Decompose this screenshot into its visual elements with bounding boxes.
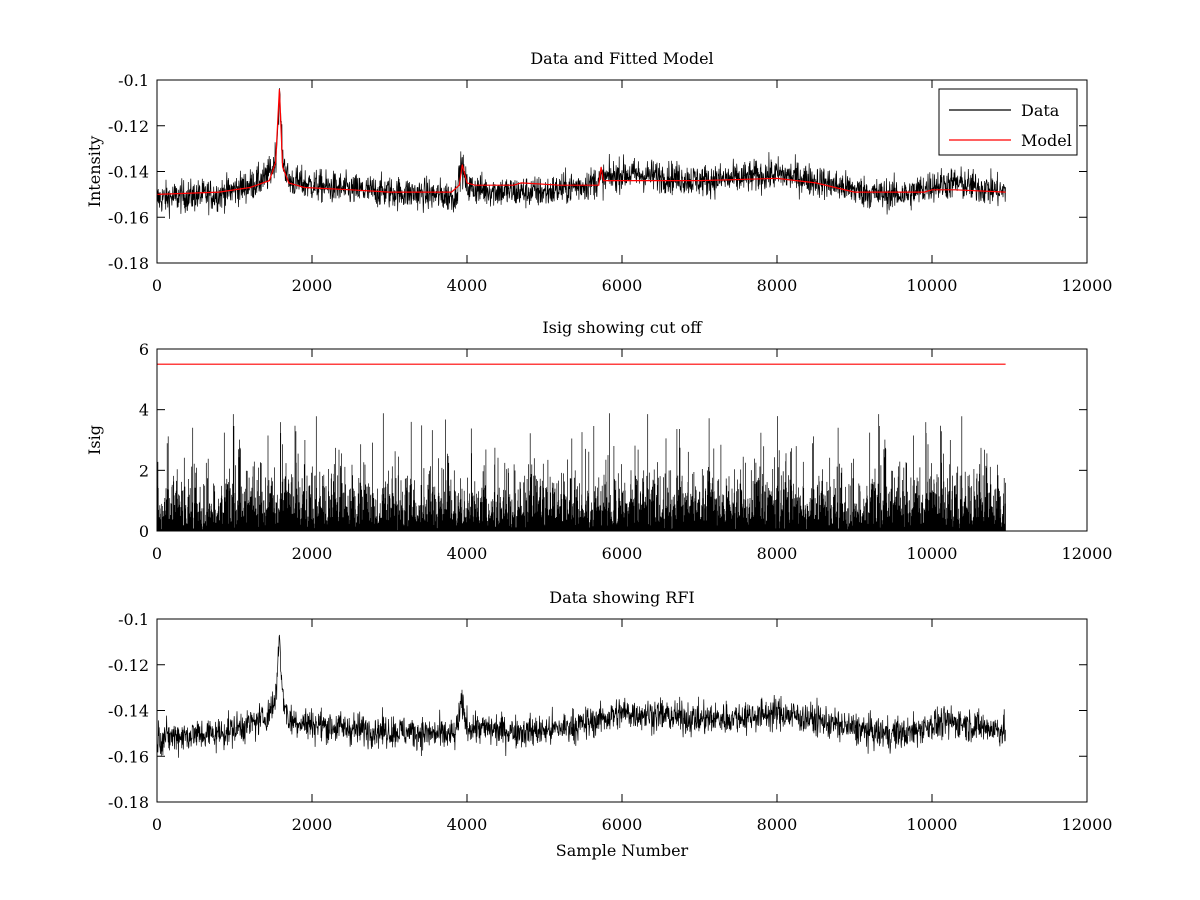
x-tick-label: 8000	[757, 544, 798, 563]
legend: Data Model	[938, 88, 1078, 156]
y-axis-label: Intensity	[85, 136, 104, 208]
x-tick-label: 12000	[1062, 544, 1113, 563]
y-tick-label: -0.16	[108, 747, 149, 766]
chart-title: Isig showing cut off	[542, 318, 703, 337]
y-tick-label: -0.14	[108, 163, 149, 182]
x-tick-label: 0	[152, 276, 162, 295]
y-tick-label: 0	[139, 522, 149, 541]
x-tick-label: 6000	[602, 815, 643, 834]
x-tick-label: 0	[152, 815, 162, 834]
x-tick-label: 6000	[602, 276, 643, 295]
x-tick-label: 8000	[757, 276, 798, 295]
y-tick-label: -0.18	[108, 793, 149, 812]
y-tick-label: -0.12	[108, 656, 149, 675]
x-tick-label: 6000	[602, 544, 643, 563]
y-tick-label: -0.18	[108, 254, 149, 273]
x-tick-label: 2000	[292, 815, 333, 834]
chart-title: Data and Fitted Model	[530, 49, 713, 68]
legend-box	[938, 88, 1078, 156]
chart-title: Data showing RFI	[549, 588, 694, 607]
plot-area	[157, 634, 1006, 758]
series-data-line	[157, 634, 1006, 758]
subplot-1: 0 2000 4000 6000 8000 10000 12000 -0.18 -0.16 -0.…	[85, 49, 1112, 295]
x-tick-label: 2000	[292, 544, 333, 563]
x-tick-label: 12000	[1062, 276, 1113, 295]
plot-area	[157, 363, 1006, 531]
y-tick-label: -0.16	[108, 208, 149, 227]
series-data-line	[157, 88, 1006, 219]
x-tick-label: 4000	[447, 544, 488, 563]
plot-area	[157, 88, 1006, 219]
x-tick-label: 10000	[907, 276, 958, 295]
x-tick-label: 4000	[447, 276, 488, 295]
subplot-3: 0 2000 4000 6000 8000 10000 12000 -0.18 -0.16 -0.…	[108, 588, 1112, 860]
legend-label-data: Data	[1021, 101, 1060, 120]
y-tick-label: -0.14	[108, 702, 149, 721]
x-tick-label: 10000	[907, 815, 958, 834]
series-isig-spikes	[157, 413, 1006, 531]
y-tick-label: -0.1	[118, 610, 149, 629]
y-tick-label: 2	[139, 461, 149, 480]
x-tick-label: 2000	[292, 276, 333, 295]
x-axis-label: Sample Number	[556, 841, 689, 860]
y-tick-label: 6	[139, 340, 149, 359]
series-model-line	[157, 89, 1006, 195]
x-tick-label: 12000	[1062, 815, 1113, 834]
x-tick-label: 0	[152, 544, 162, 563]
y-tick-label: 4	[139, 401, 149, 420]
x-tick-label: 10000	[907, 544, 958, 563]
y-tick-label: -0.1	[118, 71, 149, 90]
y-axis-label: Isig	[85, 425, 104, 455]
y-tick-label: -0.12	[108, 117, 149, 136]
subplot-2: 0 2000 4000 6000 8000 10000 12000 0 2 4 6 Isig show…	[85, 318, 1112, 563]
x-tick-label: 4000	[447, 815, 488, 834]
x-tick-label: 8000	[757, 815, 798, 834]
legend-label-model: Model	[1021, 131, 1072, 150]
